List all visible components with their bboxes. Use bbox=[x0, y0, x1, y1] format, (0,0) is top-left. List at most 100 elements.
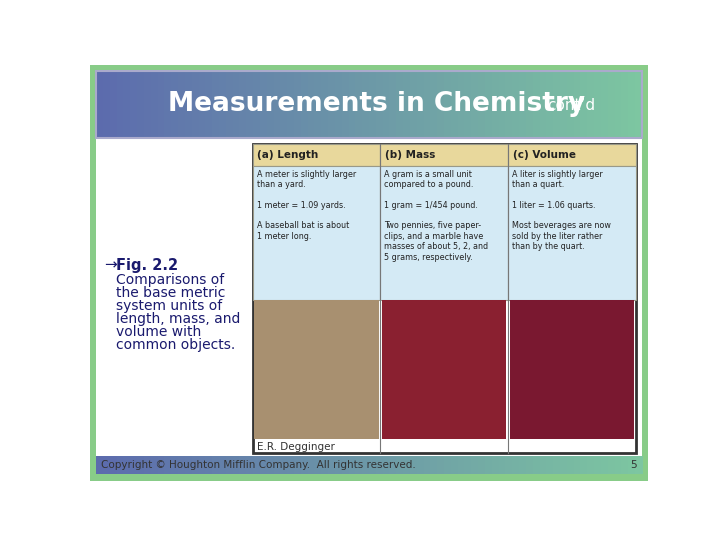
Bar bbox=[588, 71, 595, 138]
Bar bbox=[526, 71, 534, 138]
Bar bbox=[158, 71, 165, 138]
Bar bbox=[130, 456, 138, 475]
Bar bbox=[498, 456, 506, 475]
Text: than a yard.: than a yard. bbox=[256, 180, 305, 189]
Bar bbox=[464, 456, 472, 475]
Bar bbox=[307, 456, 315, 475]
Text: than a quart.: than a quart. bbox=[512, 180, 564, 189]
Bar bbox=[403, 71, 410, 138]
Text: common objects.: common objects. bbox=[116, 338, 235, 352]
Bar bbox=[533, 456, 540, 475]
Text: E.R. Degginger: E.R. Degginger bbox=[256, 442, 335, 452]
Bar bbox=[362, 456, 370, 475]
Text: length, mass, and: length, mass, and bbox=[116, 312, 240, 326]
Bar bbox=[348, 456, 356, 475]
Bar bbox=[144, 71, 151, 138]
Bar bbox=[226, 71, 233, 138]
Bar bbox=[192, 71, 199, 138]
Bar bbox=[199, 456, 206, 475]
Bar bbox=[356, 71, 363, 138]
Text: compared to a pound.: compared to a pound. bbox=[384, 180, 474, 189]
Bar bbox=[294, 456, 302, 475]
Bar bbox=[635, 71, 642, 138]
Bar bbox=[472, 71, 479, 138]
Bar bbox=[580, 456, 588, 475]
Bar bbox=[485, 456, 492, 475]
Bar bbox=[321, 456, 329, 475]
Bar bbox=[451, 71, 459, 138]
Bar bbox=[246, 71, 254, 138]
Bar bbox=[621, 71, 629, 138]
Text: 5: 5 bbox=[631, 460, 637, 470]
Bar bbox=[560, 456, 567, 475]
Bar bbox=[485, 71, 492, 138]
Bar bbox=[117, 456, 125, 475]
Bar bbox=[246, 456, 254, 475]
Bar bbox=[478, 456, 486, 475]
Bar bbox=[369, 71, 377, 138]
Bar bbox=[574, 71, 581, 138]
Text: A baseball bat is about: A baseball bat is about bbox=[256, 221, 349, 231]
Bar bbox=[348, 71, 356, 138]
Bar bbox=[328, 71, 336, 138]
Text: volume with: volume with bbox=[116, 325, 201, 339]
Bar bbox=[444, 456, 451, 475]
Text: Two pennies, five paper-: Two pennies, five paper- bbox=[384, 221, 482, 231]
Bar bbox=[266, 456, 274, 475]
Bar bbox=[240, 71, 247, 138]
Bar bbox=[390, 71, 397, 138]
Bar bbox=[464, 71, 472, 138]
Bar bbox=[342, 71, 349, 138]
Bar bbox=[444, 71, 451, 138]
Bar bbox=[335, 456, 343, 475]
Bar bbox=[526, 456, 534, 475]
Bar bbox=[219, 71, 227, 138]
Bar bbox=[301, 71, 308, 138]
Bar bbox=[287, 456, 294, 475]
Bar bbox=[519, 71, 526, 138]
Bar bbox=[164, 71, 172, 138]
Bar bbox=[437, 71, 445, 138]
Bar bbox=[315, 71, 322, 138]
Bar bbox=[96, 71, 642, 138]
Bar bbox=[478, 71, 486, 138]
Bar bbox=[185, 456, 192, 475]
Text: (b) Mass: (b) Mass bbox=[385, 150, 436, 160]
Bar bbox=[567, 456, 575, 475]
Bar bbox=[608, 456, 616, 475]
Bar bbox=[553, 456, 561, 475]
Bar bbox=[628, 456, 636, 475]
Bar bbox=[137, 71, 145, 138]
Bar bbox=[240, 456, 247, 475]
Bar bbox=[185, 71, 192, 138]
Bar bbox=[635, 456, 642, 475]
Text: (c) Volume: (c) Volume bbox=[513, 150, 575, 160]
Bar bbox=[505, 71, 513, 138]
Bar bbox=[403, 456, 410, 475]
Bar bbox=[96, 456, 104, 475]
Text: clips, and a marble have: clips, and a marble have bbox=[384, 232, 484, 241]
Bar bbox=[362, 71, 370, 138]
Bar bbox=[253, 166, 380, 300]
Bar bbox=[205, 71, 213, 138]
Text: 1 meter = 1.09 yards.: 1 meter = 1.09 yards. bbox=[256, 201, 346, 210]
Bar bbox=[219, 456, 227, 475]
Bar bbox=[287, 71, 294, 138]
Bar bbox=[192, 456, 199, 475]
Bar bbox=[553, 71, 561, 138]
Bar bbox=[253, 71, 261, 138]
Text: sold by the liter rather: sold by the liter rather bbox=[512, 232, 602, 241]
Bar bbox=[356, 456, 363, 475]
Bar bbox=[380, 166, 508, 300]
Bar bbox=[103, 71, 111, 138]
Bar bbox=[580, 71, 588, 138]
Bar bbox=[546, 456, 554, 475]
Bar bbox=[621, 456, 629, 475]
Bar bbox=[137, 456, 145, 475]
Text: Comparisons of: Comparisons of bbox=[116, 273, 224, 287]
Bar bbox=[144, 456, 151, 475]
Bar bbox=[510, 300, 634, 439]
Bar bbox=[458, 456, 465, 475]
Bar bbox=[410, 71, 418, 138]
Bar bbox=[417, 71, 424, 138]
